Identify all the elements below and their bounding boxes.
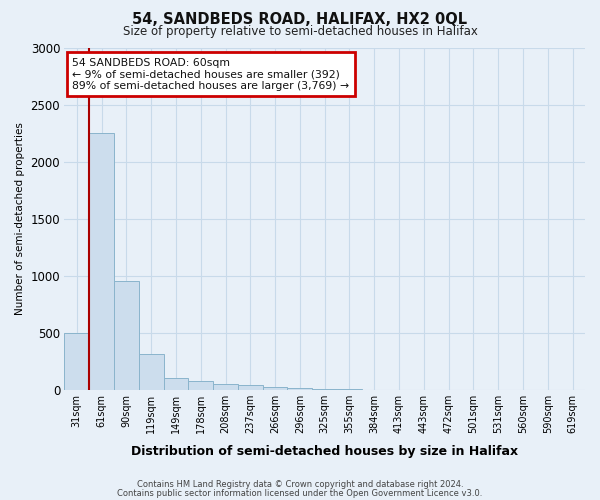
Bar bbox=[89, 133, 114, 390]
Bar bbox=[312, 388, 337, 390]
Bar bbox=[64, 333, 89, 390]
Bar bbox=[263, 386, 287, 390]
X-axis label: Distribution of semi-detached houses by size in Halifax: Distribution of semi-detached houses by … bbox=[131, 444, 518, 458]
Text: 54, SANDBEDS ROAD, HALIFAX, HX2 0QL: 54, SANDBEDS ROAD, HALIFAX, HX2 0QL bbox=[133, 12, 467, 28]
Bar bbox=[188, 382, 213, 390]
Bar bbox=[238, 386, 263, 390]
Bar bbox=[337, 389, 362, 390]
Bar bbox=[114, 282, 139, 390]
Bar bbox=[213, 384, 238, 390]
Bar bbox=[139, 354, 164, 390]
Text: 54 SANDBEDS ROAD: 60sqm
← 9% of semi-detached houses are smaller (392)
89% of se: 54 SANDBEDS ROAD: 60sqm ← 9% of semi-det… bbox=[72, 58, 349, 91]
Text: Contains public sector information licensed under the Open Government Licence v3: Contains public sector information licen… bbox=[118, 488, 482, 498]
Bar bbox=[164, 378, 188, 390]
Bar bbox=[287, 388, 312, 390]
Text: Size of property relative to semi-detached houses in Halifax: Size of property relative to semi-detach… bbox=[122, 25, 478, 38]
Y-axis label: Number of semi-detached properties: Number of semi-detached properties bbox=[15, 122, 25, 315]
Text: Contains HM Land Registry data © Crown copyright and database right 2024.: Contains HM Land Registry data © Crown c… bbox=[137, 480, 463, 489]
